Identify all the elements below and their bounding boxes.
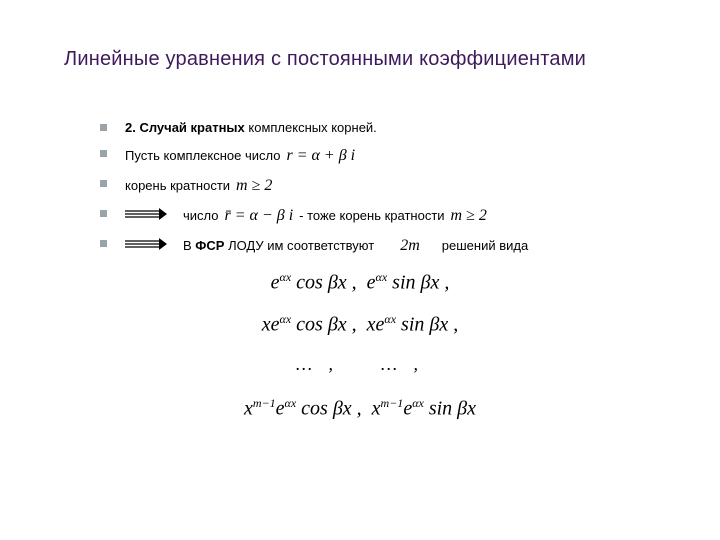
formula: 2m — [400, 234, 420, 258]
text: корень кратности — [125, 176, 230, 196]
formula: r = α + β i — [286, 144, 355, 168]
formula: m ≥ 2 — [236, 174, 272, 198]
math-line: xeαx cos βx , xeαx sin βx , — [0, 312, 720, 337]
arrow-icon — [125, 236, 167, 256]
text-bold: ФСР — [195, 238, 224, 253]
text: В — [183, 238, 195, 253]
math-line: … , … , — [0, 354, 720, 375]
page-title: Линейные уравнения с постоянными коэффиц… — [64, 48, 586, 71]
text: число — [183, 206, 219, 226]
list-item: В ФСР ЛОДУ им соответствуют 2m решений в… — [100, 234, 690, 258]
bullet-icon — [100, 124, 107, 131]
text: - тоже корень кратности — [299, 206, 444, 226]
text: Пусть комплексное число — [125, 146, 280, 166]
list-item: Пусть комплексное число r = α + β i — [100, 144, 690, 168]
list-item: корень кратности m ≥ 2 — [100, 174, 690, 198]
math-line: xm−1eαx cos βx , xm−1eαx sin βx — [0, 396, 720, 421]
text: ЛОДУ им соответствуют — [224, 238, 374, 253]
bullet-list: 2. Случай кратных комплексных корней. Пу… — [100, 118, 690, 264]
bullet-icon — [100, 240, 107, 247]
list-item: число r̄ = α − β i - тоже корень кратнос… — [100, 204, 690, 228]
formula: m ≥ 2 — [451, 204, 487, 228]
bullet-icon — [100, 210, 107, 217]
list-item: 2. Случай кратных комплексных корней. — [100, 118, 690, 138]
math-line: eαx cos βx , eαx sin βx , — [0, 270, 720, 295]
text-bold: 2. Случай кратных — [125, 120, 245, 135]
arrow-icon — [125, 206, 167, 226]
slide: Линейные уравнения с постоянными коэффиц… — [0, 0, 720, 540]
formula: r̄ = α − β i — [225, 204, 294, 228]
text: комплексных корней. — [245, 120, 377, 135]
text: решений вида — [442, 236, 528, 256]
bullet-icon — [100, 180, 107, 187]
bullet-icon — [100, 150, 107, 157]
